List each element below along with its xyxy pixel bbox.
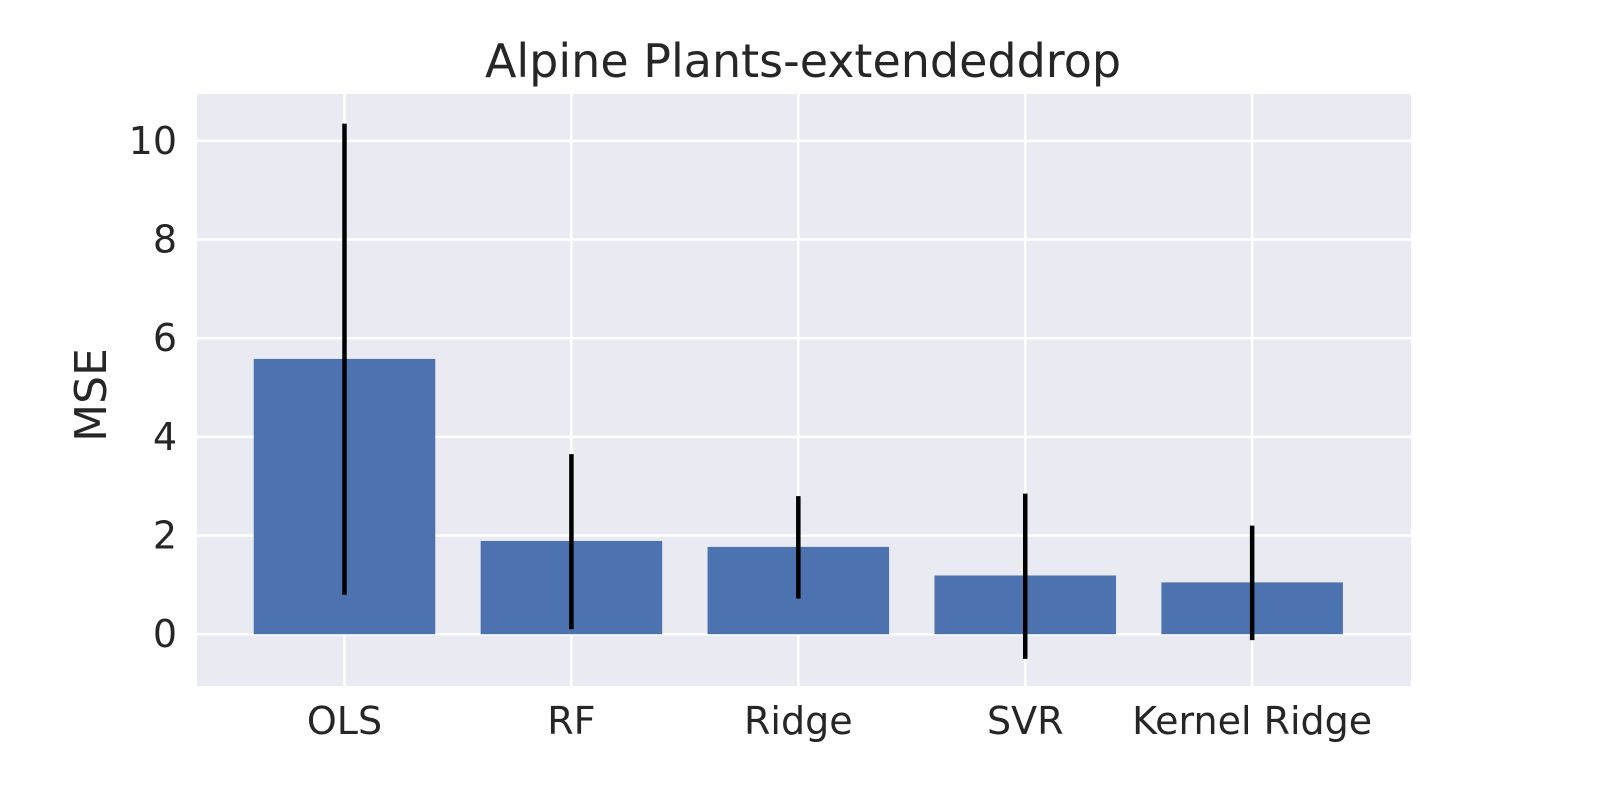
x-tick-label: RF — [547, 699, 595, 743]
x-axis-ticks: OLS RF Ridge SVR Kernel Ridge — [307, 699, 1372, 743]
x-tick-label: Ridge — [744, 699, 853, 743]
error-bars — [342, 123, 1255, 659]
chart-title: Alpine Plants-extendeddrop — [485, 34, 1121, 88]
x-tick-label: Kernel Ridge — [1132, 699, 1372, 743]
y-axis-title: MSE — [66, 348, 117, 442]
y-tick-label: 0 — [153, 612, 177, 656]
y-tick-label: 2 — [153, 514, 177, 558]
y-tick-label: 6 — [153, 316, 177, 360]
y-tick-label: 4 — [153, 415, 177, 459]
y-tick-label: 10 — [129, 119, 177, 163]
y-tick-label: 8 — [153, 218, 177, 262]
y-axis-ticks: 0 2 4 6 8 10 — [129, 119, 177, 656]
x-tick-label: OLS — [307, 699, 382, 743]
x-tick-label: SVR — [987, 699, 1064, 743]
